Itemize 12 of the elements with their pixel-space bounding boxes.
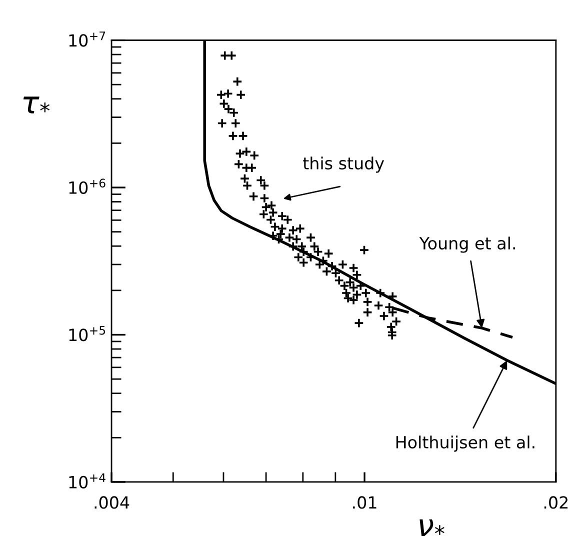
y-tick-label: 10$^{+6}$ [69,178,106,194]
annotation: Holthuijsen et al. [396,436,534,452]
annotation: this study [303,156,384,173]
y-tick-label: 10$^{+7}$ [69,32,106,47]
x-tick-label: .02 [544,496,568,509]
y-tick-label: 10$^{+5}$ [69,326,106,342]
annotation: Young et al. [419,236,515,253]
x-tick-label: .01 [353,496,376,509]
x-axis-title: ν$_{*}$ [420,519,444,536]
y-axis-title: τ$_{*}$ [23,96,50,114]
y-tick-label: 10$^{+4}$ [69,473,106,488]
x-tick-label: .004 [94,496,130,509]
